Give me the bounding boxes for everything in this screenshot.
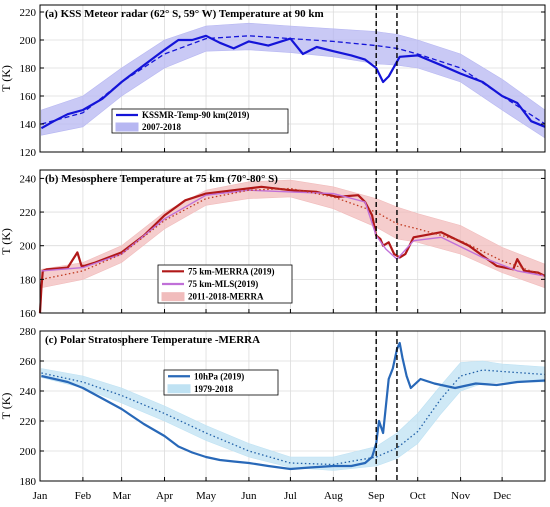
y-tick-label: 140: [20, 119, 37, 131]
x-tick-label-month: Feb: [75, 490, 92, 502]
y-tick-label: 220: [20, 416, 37, 428]
y-tick-label: 120: [20, 147, 37, 159]
y-tick-label: 240: [20, 173, 37, 185]
legend-label: 10hPa (2019): [194, 371, 244, 381]
series-line-a-1: [41, 35, 546, 125]
y-tick-label: 180: [20, 476, 37, 488]
y-tick-label: 160: [20, 308, 37, 320]
legend-swatch: [115, 122, 139, 132]
y-tick-label: 160: [20, 91, 37, 103]
y-axis-title: T (K): [0, 228, 13, 255]
month-axis: Jan Feb Mar Apr May Jun Jul Aug Sep Oct Nov Dec: [33, 490, 511, 502]
series-line-b-2: [41, 187, 546, 281]
panel-title: (c) Polar Stratosphere Temperature -MERR…: [45, 334, 260, 346]
x-tick-label-month: Apr: [156, 490, 173, 502]
x-tick-label-month: Jan: [33, 490, 48, 502]
legend-label: 75 km-MERRA (2019): [188, 266, 275, 276]
y-axis-title: T (K): [0, 65, 13, 92]
x-tick-label-month: Jul: [284, 490, 297, 502]
x-tick-label-month: Dec: [493, 490, 511, 502]
legend-swatch: [161, 292, 185, 302]
y-tick-label: 240: [20, 386, 37, 398]
panel-a: 120 140 160 180 200 220 T (K) (a) KSS Meteor ra…: [0, 4, 546, 159]
y-tick-label: 200: [20, 35, 37, 47]
legend-label: 1979-2018: [194, 384, 233, 394]
panel-c: 180 200 220 240 260 280 T (K) (c) Polar Stratos…: [0, 326, 546, 488]
panel-title: (a) KSS Meteor radar (62° S, 59° W) Temp…: [45, 8, 324, 20]
plot-frame: [39, 4, 546, 153]
y-tick-label: 200: [20, 446, 37, 458]
legend-swatch: [167, 384, 191, 394]
y-tick-label: 180: [20, 274, 37, 286]
panel-b: 160 180 200 220 240 T (K) (b) Mesosphere Tempe…: [0, 169, 546, 320]
plot-frame: [39, 330, 546, 482]
x-tick-label-month: Nov: [451, 490, 470, 502]
x-tick-label-month: Sep: [368, 490, 385, 502]
x-tick-label-month: Oct: [410, 490, 426, 502]
series-band-b: [41, 179, 546, 289]
legend-label: 75 km-MLS(2019): [188, 279, 258, 289]
panel-title: (b) Mesosphere Temperature at 75 km (70°…: [45, 173, 278, 185]
y-tick-label: 280: [20, 326, 37, 338]
y-tick-label: 180: [20, 63, 37, 75]
plot-frame: [39, 169, 546, 314]
series-line-c-0: [41, 341, 546, 471]
series-band-c: [41, 360, 546, 471]
x-tick-label-month: May: [196, 490, 217, 502]
legend-box: [111, 108, 289, 134]
legend-label: 2007-2018: [142, 122, 181, 132]
y-tick-label: 220: [20, 7, 37, 19]
x-tick-label-month: Jun: [241, 490, 257, 502]
y-tick-label: 200: [20, 241, 37, 253]
x-tick-label-month: Mar: [112, 490, 131, 502]
legend-label: KSSMR-Temp-90 km(2019): [142, 110, 249, 120]
legend-label: 2011-2018-MERRA: [188, 292, 264, 302]
y-tick-label: 220: [20, 207, 37, 219]
y-axis-title: T (K): [0, 393, 13, 420]
series-line-b-0: [38, 185, 546, 314]
y-tick-label: 260: [20, 356, 37, 368]
x-tick-label-month: Aug: [324, 490, 343, 502]
